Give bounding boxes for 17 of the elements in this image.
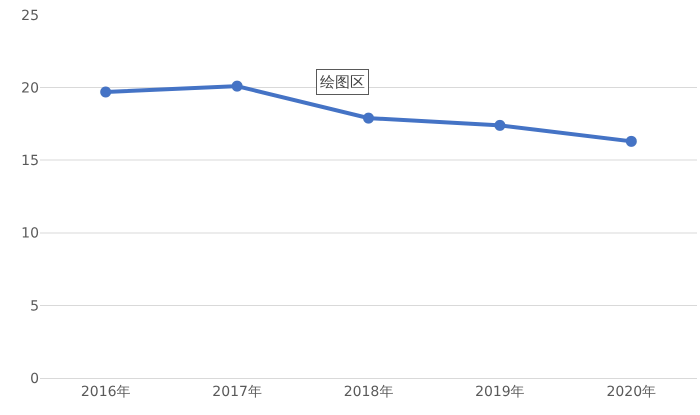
- x-tick-label: 2016年: [80, 384, 131, 400]
- y-tick-label: 0: [30, 370, 39, 387]
- y-tick-label: 10: [21, 226, 39, 242]
- point: [494, 120, 506, 131]
- x-tick-label: 2020年: [606, 384, 656, 400]
- point: [232, 80, 243, 92]
- annotation: 绘图区: [320, 73, 365, 91]
- y-tick-label: 25: [21, 8, 39, 24]
- point: [626, 136, 637, 147]
- y-tick-label: 15: [21, 153, 39, 170]
- x-tick-label: 2017年: [212, 384, 262, 400]
- y-tick-label: 5: [30, 298, 39, 314]
- point: [100, 86, 112, 98]
- x-tick-label: 2019年: [475, 384, 525, 400]
- point: [363, 112, 374, 124]
- x-tick-label: 2018年: [344, 384, 394, 400]
- y-tick-label: 20: [21, 80, 39, 96]
